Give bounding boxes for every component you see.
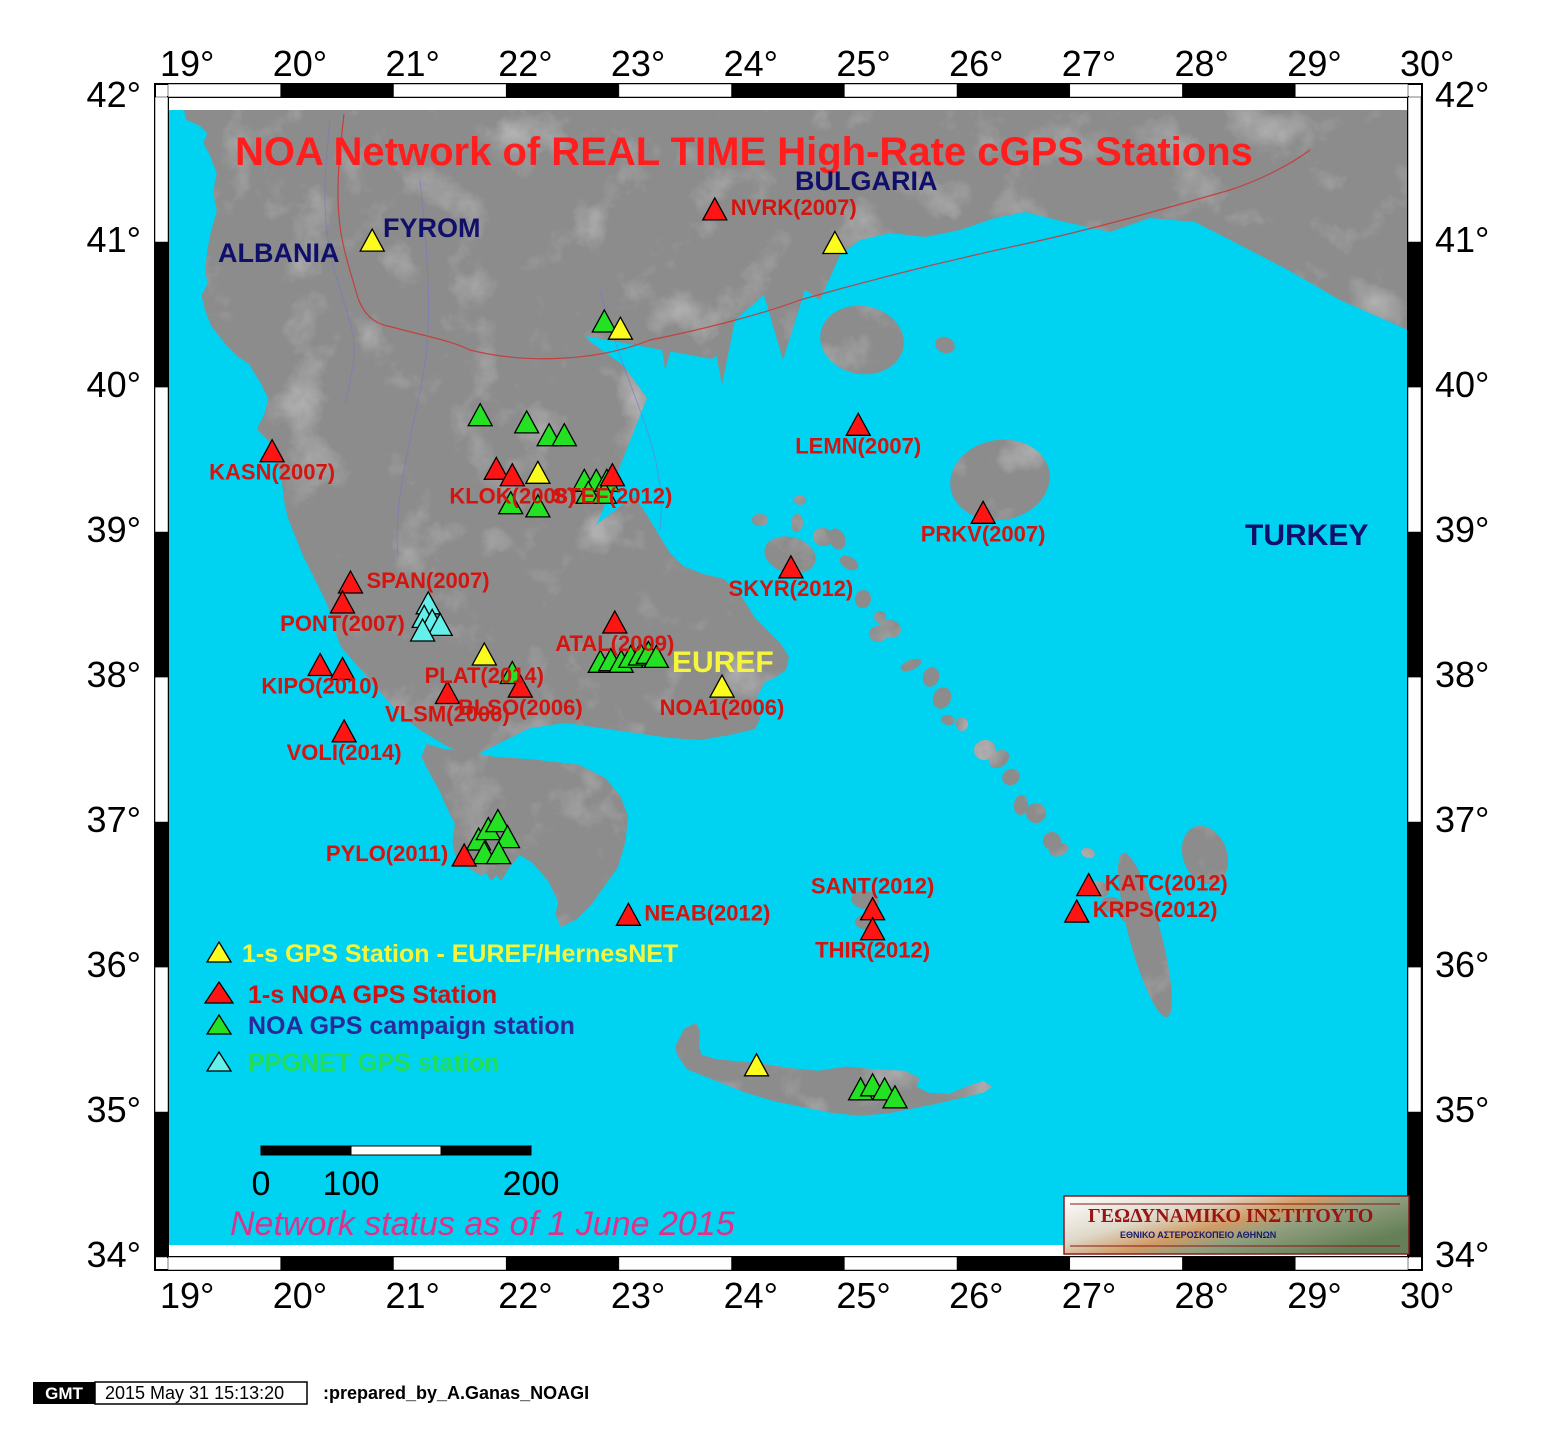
svg-text:21°: 21° <box>386 43 440 84</box>
svg-text:ΓΕΩΔΥΝΑΜΙΚΟ ΙΝΣΤΙΤΟΥΤΟ: ΓΕΩΔΥΝΑΜΙΚΟ ΙΝΣΤΙΤΟΥΤΟ <box>1088 1205 1373 1227</box>
svg-text:KIPO(2010): KIPO(2010) <box>261 674 378 699</box>
svg-text:35°: 35° <box>87 1089 141 1130</box>
svg-text:SKYR(2012): SKYR(2012) <box>729 576 854 601</box>
svg-text:30°: 30° <box>1400 1275 1454 1316</box>
svg-text:39°: 39° <box>1435 509 1489 550</box>
svg-text:21°: 21° <box>386 1275 440 1316</box>
svg-text:BULGARIA: BULGARIA <box>795 166 938 196</box>
svg-text:20°: 20° <box>273 43 327 84</box>
svg-text:ATAL(2009): ATAL(2009) <box>555 631 674 656</box>
svg-text:26°: 26° <box>949 43 1003 84</box>
svg-text:NOA Network of REAL TIME High-: NOA Network of REAL TIME High-Rate cGPS … <box>235 130 1253 174</box>
svg-text:NOA GPS campaign station: NOA GPS campaign station <box>248 1012 575 1040</box>
svg-text:23°: 23° <box>611 1275 665 1316</box>
svg-text:TURKEY: TURKEY <box>1245 519 1368 552</box>
svg-text:42°: 42° <box>87 74 141 115</box>
svg-text:37°: 37° <box>87 799 141 840</box>
svg-text:19°: 19° <box>160 43 214 84</box>
svg-text:24°: 24° <box>724 1275 778 1316</box>
svg-text:22°: 22° <box>498 43 552 84</box>
svg-text:29°: 29° <box>1287 43 1341 84</box>
svg-text:35°: 35° <box>1435 1089 1489 1130</box>
svg-text:29°: 29° <box>1287 1275 1341 1316</box>
svg-text:42°: 42° <box>1435 74 1489 115</box>
svg-text:FYROM: FYROM <box>383 213 481 243</box>
svg-text:22°: 22° <box>498 1275 552 1316</box>
svg-text:GMT: GMT <box>45 1384 83 1403</box>
svg-text:ΕΘΝΙΚΟ ΑΣΤΕΡΟΣΚΟΠΕΙΟ ΑΘΗΝΩΝ: ΕΘΝΙΚΟ ΑΣΤΕΡΟΣΚΟΠΕΙΟ ΑΘΗΝΩΝ <box>1120 1230 1276 1240</box>
svg-text:0: 0 <box>252 1165 271 1203</box>
svg-text:26°: 26° <box>949 1275 1003 1316</box>
svg-text:34°: 34° <box>1435 1234 1489 1275</box>
svg-text:Network status as of 1 June 20: Network status as of 1 June 2015 <box>230 1205 735 1243</box>
svg-text:THIR(2012): THIR(2012) <box>815 938 930 963</box>
svg-text:2015 May 31 15:13:20: 2015 May 31 15:13:20 <box>105 1383 284 1403</box>
svg-text:39°: 39° <box>87 509 141 550</box>
svg-text:PYLO(2011): PYLO(2011) <box>326 841 448 866</box>
svg-text:200: 200 <box>503 1165 560 1203</box>
svg-text:25°: 25° <box>836 1275 890 1316</box>
svg-text:41°: 41° <box>87 219 141 260</box>
svg-text:27°: 27° <box>1062 1275 1116 1316</box>
svg-text:1-s GPS Station - EUREF/Hernes: 1-s GPS Station - EUREF/HernesNET <box>242 940 678 968</box>
svg-text:NOA1(2006): NOA1(2006) <box>660 695 785 720</box>
svg-text:STEF(2012): STEF(2012) <box>552 484 672 509</box>
svg-text:PLAT(2014): PLAT(2014) <box>425 663 544 688</box>
svg-text:PONT(2007): PONT(2007) <box>280 611 405 636</box>
svg-text:PPGNET GPS station: PPGNET GPS station <box>248 1049 499 1077</box>
svg-text:25°: 25° <box>836 43 890 84</box>
svg-text:40°: 40° <box>1435 364 1489 405</box>
svg-text:BLSO(2006): BLSO(2006) <box>458 695 583 720</box>
svg-text:19°: 19° <box>160 1275 214 1316</box>
svg-text:34°: 34° <box>87 1234 141 1275</box>
svg-text:VOLI(2014): VOLI(2014) <box>287 740 402 765</box>
svg-text:36°: 36° <box>1435 944 1489 985</box>
svg-text:1-s NOA GPS Station: 1-s NOA GPS Station <box>248 981 497 1009</box>
svg-text:38°: 38° <box>1435 654 1489 695</box>
svg-text:EUREF: EUREF <box>672 646 774 679</box>
svg-text:100: 100 <box>323 1165 380 1203</box>
svg-text:SPAN(2007): SPAN(2007) <box>367 568 490 593</box>
svg-text:SANT(2012): SANT(2012) <box>811 874 934 899</box>
svg-text:27°: 27° <box>1062 43 1116 84</box>
svg-text:NEAB(2012): NEAB(2012) <box>644 900 770 925</box>
svg-text:41°: 41° <box>1435 219 1489 260</box>
svg-text:KASN(2007): KASN(2007) <box>209 460 335 485</box>
svg-text:23°: 23° <box>611 43 665 84</box>
svg-text:40°: 40° <box>87 364 141 405</box>
svg-text:ALBANIA: ALBANIA <box>218 238 340 268</box>
svg-text:28°: 28° <box>1175 1275 1229 1316</box>
svg-text:37°: 37° <box>1435 799 1489 840</box>
svg-text:36°: 36° <box>87 944 141 985</box>
svg-text:20°: 20° <box>273 1275 327 1316</box>
svg-text:24°: 24° <box>724 43 778 84</box>
svg-text:KATC(2012): KATC(2012) <box>1105 871 1228 896</box>
svg-text:NVRK(2007): NVRK(2007) <box>731 195 857 220</box>
svg-text:28°: 28° <box>1175 43 1229 84</box>
svg-text:PRKV(2007): PRKV(2007) <box>921 521 1046 546</box>
svg-text::prepared_by_A.Ganas_NOAGI: :prepared_by_A.Ganas_NOAGI <box>323 1383 589 1403</box>
svg-text:38°: 38° <box>87 654 141 695</box>
svg-text:LEMN(2007): LEMN(2007) <box>795 433 921 458</box>
svg-text:KRPS(2012): KRPS(2012) <box>1093 897 1218 922</box>
